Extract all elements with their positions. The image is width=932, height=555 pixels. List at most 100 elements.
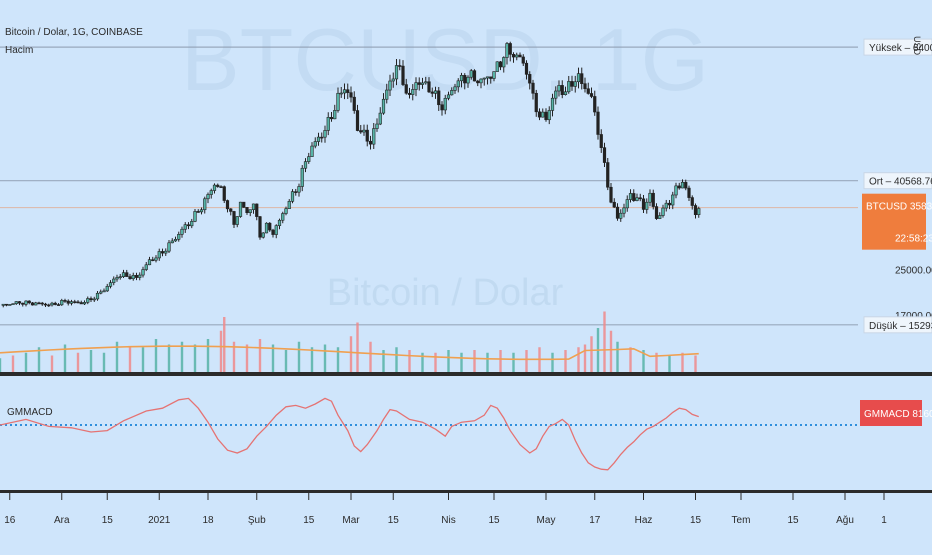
candle-up — [450, 90, 454, 96]
candle-up — [658, 215, 662, 219]
volume-bar — [11, 355, 15, 372]
candle-up — [138, 274, 142, 278]
price-line-label: Ort – 40568.76 — [869, 177, 932, 188]
volume-bar — [128, 347, 132, 372]
volume-bar — [382, 350, 385, 372]
candle-up — [235, 216, 239, 225]
candle-up — [118, 276, 122, 278]
candle-down — [89, 298, 93, 301]
candle-down — [40, 302, 44, 305]
candle-up — [157, 251, 161, 259]
candle-down — [125, 272, 129, 277]
volume-ma-line — [0, 345, 699, 361]
candle-down — [79, 302, 83, 305]
candle-down — [417, 82, 421, 85]
candle-down — [398, 65, 402, 67]
candle-up — [628, 193, 633, 200]
volume-bar — [219, 330, 223, 372]
candle-down — [489, 76, 493, 79]
volume-bar — [642, 350, 645, 372]
candle-up — [284, 208, 288, 214]
candle-down — [255, 203, 259, 217]
x-tick-label: 15 — [787, 515, 799, 526]
candle-down — [511, 54, 516, 58]
candle-down — [518, 54, 522, 58]
candle-up — [313, 141, 317, 147]
candle-up — [563, 91, 568, 95]
candle-down — [602, 147, 607, 163]
candle-down — [258, 216, 262, 238]
candle-down — [128, 276, 132, 280]
volume-bar — [141, 347, 145, 372]
candle-down — [196, 211, 200, 213]
macd-indicator-label: GMMACD — [7, 407, 53, 418]
x-tick-label: Ağu — [836, 515, 854, 526]
candle-down — [232, 211, 236, 225]
candle-down — [349, 92, 353, 98]
candle-up — [547, 110, 551, 121]
x-tick-label: Haz — [635, 515, 653, 526]
candle-up — [147, 259, 152, 266]
candle-up — [433, 90, 438, 94]
candle-up — [173, 238, 178, 242]
y-tick-label: 25000.00 — [895, 265, 932, 276]
macd-value-label: GMMACD 8160.60 — [864, 409, 932, 420]
candle-down — [225, 200, 230, 210]
watermark-symbol: BTCUSD, 1G — [181, 10, 709, 109]
volume-bar — [102, 352, 106, 372]
volume-bar — [551, 352, 554, 372]
candle-up — [443, 97, 447, 111]
candle-down — [407, 92, 412, 95]
candle-up — [339, 92, 343, 95]
candle-up — [554, 90, 558, 99]
candle-down — [21, 302, 25, 305]
candle-up — [381, 98, 386, 114]
candle-up — [238, 201, 243, 217]
candle-up — [99, 291, 103, 294]
candle-up — [635, 197, 639, 201]
candle-up — [82, 302, 87, 305]
candle-down — [651, 192, 655, 207]
candle-up — [502, 57, 506, 68]
candle-down — [352, 96, 356, 111]
candle-up — [290, 191, 295, 202]
candle-up — [342, 89, 347, 94]
candle-up — [619, 212, 623, 219]
candle-up — [180, 228, 184, 235]
candle-down — [654, 206, 659, 219]
candle-up — [648, 192, 652, 203]
candle-down — [596, 111, 600, 135]
candle-up — [112, 278, 116, 283]
candle-down — [534, 92, 538, 113]
candle-up — [622, 207, 626, 214]
candle-down — [37, 302, 41, 305]
currency-label: USD — [912, 36, 922, 56]
macd-value-tag — [860, 400, 922, 426]
candle-up — [378, 112, 382, 125]
candle-down — [606, 162, 610, 188]
candle-down — [427, 81, 431, 93]
candle-up — [625, 199, 629, 209]
candle-up — [394, 65, 399, 80]
candle-down — [359, 130, 363, 133]
candle-up — [661, 207, 665, 216]
candle-up — [300, 167, 304, 187]
candle-down — [580, 73, 584, 84]
candle-up — [154, 257, 158, 261]
candle-up — [372, 128, 376, 145]
volume-bar — [603, 311, 606, 372]
candle-up — [557, 85, 561, 92]
candle-up — [69, 301, 74, 304]
volume-bar — [24, 352, 28, 372]
candle-up — [333, 110, 337, 120]
candle-down — [531, 82, 535, 94]
candle-up — [95, 292, 100, 300]
candle-up — [505, 43, 509, 58]
candle-down — [570, 81, 574, 87]
volume-indicator-label: Hacim — [5, 45, 33, 56]
candle-down — [498, 61, 503, 68]
candle-up — [573, 81, 577, 87]
volume-bar — [37, 347, 41, 372]
